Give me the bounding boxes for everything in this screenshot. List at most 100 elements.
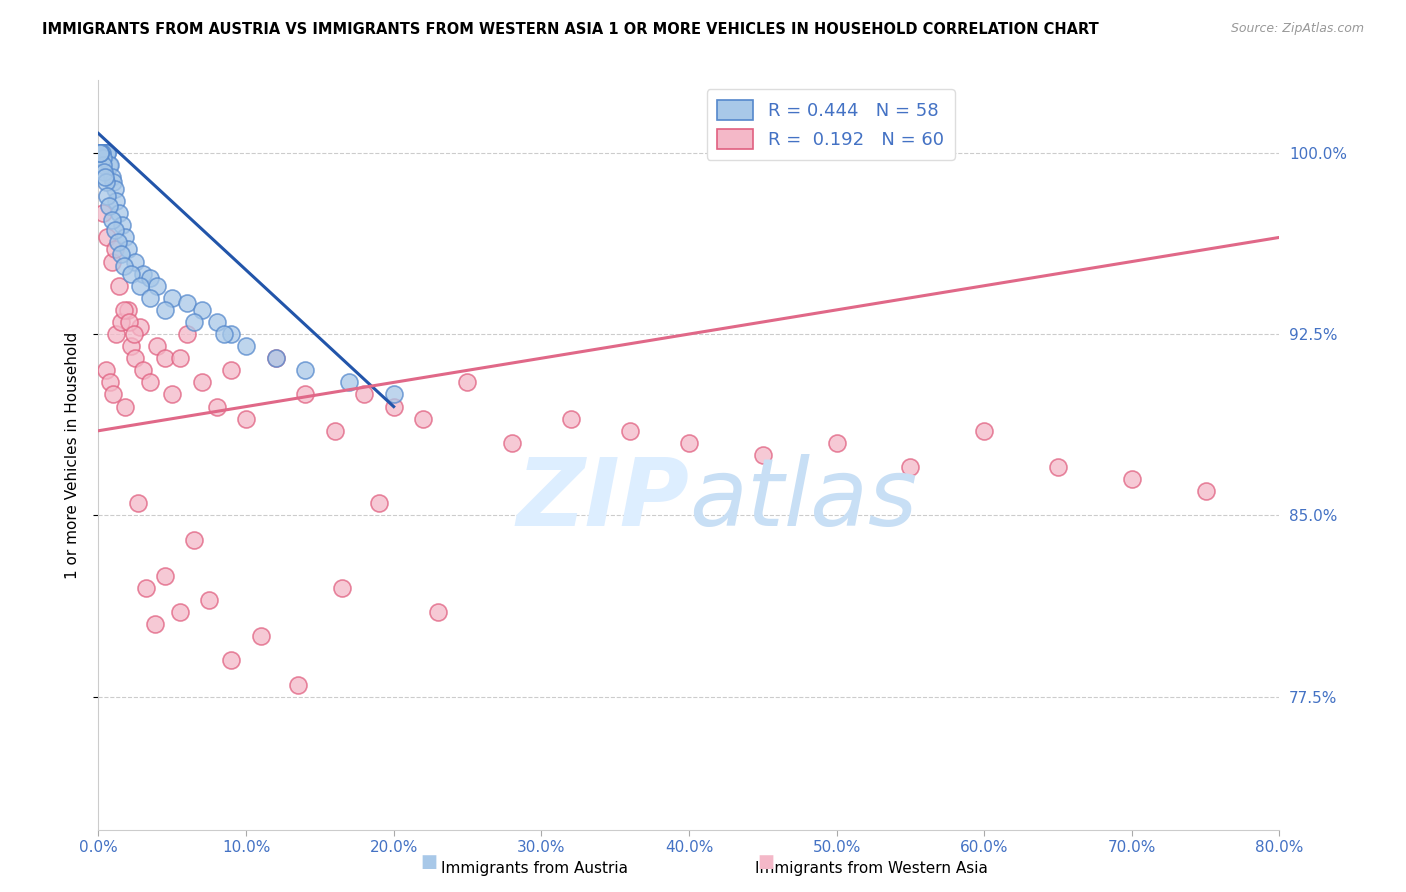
Point	[330, 581, 353, 595]
Point	[412, 411, 434, 425]
Point	[382, 400, 405, 414]
Point	[205, 315, 228, 329]
Legend: R = 0.444   N = 58, R =  0.192   N = 60: R = 0.444 N = 58, R = 0.192 N = 60	[707, 89, 955, 160]
Point	[94, 145, 117, 160]
Point	[368, 496, 391, 510]
Point	[287, 677, 309, 691]
Point	[183, 315, 205, 329]
Text: Immigrants from Austria: Immigrants from Austria	[440, 861, 628, 876]
Point	[114, 230, 136, 244]
Point	[169, 351, 191, 366]
Point	[93, 145, 115, 160]
Point	[90, 145, 112, 160]
Point	[96, 230, 118, 244]
Point	[104, 182, 127, 196]
Point	[153, 302, 176, 317]
Point	[110, 315, 132, 329]
Point	[146, 339, 169, 353]
Point	[221, 653, 243, 667]
Point	[264, 351, 287, 366]
Point	[100, 169, 122, 184]
Point	[98, 376, 121, 390]
Point	[900, 460, 922, 475]
Point	[176, 295, 198, 310]
Text: atlas: atlas	[689, 454, 917, 545]
Point	[117, 243, 139, 257]
Point	[153, 351, 176, 366]
Point	[191, 376, 214, 390]
Point	[339, 376, 361, 390]
Point	[97, 158, 120, 172]
Point	[294, 387, 316, 401]
Point	[198, 593, 221, 607]
Text: ZIP: ZIP	[516, 454, 689, 546]
Point	[91, 145, 114, 160]
Y-axis label: 1 or more Vehicles in Household: 1 or more Vehicles in Household	[65, 331, 80, 579]
Point	[127, 496, 149, 510]
Point	[101, 213, 124, 227]
Text: ■: ■	[420, 854, 437, 871]
Point	[96, 189, 118, 203]
Point	[122, 327, 145, 342]
Point	[89, 145, 111, 160]
Point	[1121, 472, 1143, 486]
Point	[96, 145, 118, 160]
Point	[90, 145, 112, 160]
Point	[382, 387, 405, 401]
Point	[104, 243, 127, 257]
Point	[94, 175, 117, 189]
Text: ■: ■	[758, 854, 775, 871]
Point	[560, 411, 582, 425]
Point	[139, 376, 162, 390]
Point	[91, 145, 114, 160]
Point	[183, 533, 205, 547]
Point	[110, 247, 132, 261]
Point	[108, 206, 131, 220]
Text: Immigrants from Western Asia: Immigrants from Western Asia	[755, 861, 988, 876]
Point	[124, 254, 146, 268]
Point	[103, 175, 125, 189]
Point	[91, 158, 114, 172]
Point	[128, 319, 150, 334]
Point	[169, 605, 191, 619]
Point	[162, 387, 183, 401]
Point	[98, 158, 121, 172]
Point	[112, 260, 135, 274]
Point	[90, 145, 112, 160]
Point	[143, 617, 166, 632]
Point	[107, 235, 129, 250]
Point	[250, 629, 273, 643]
Point	[323, 424, 346, 438]
Point	[93, 165, 115, 179]
Point	[89, 145, 111, 160]
Point	[294, 363, 316, 377]
Point	[112, 302, 135, 317]
Point	[103, 387, 125, 401]
Point	[98, 199, 121, 213]
Point	[89, 145, 111, 160]
Point	[205, 400, 228, 414]
Point	[162, 291, 183, 305]
Point	[100, 254, 122, 268]
Point	[264, 351, 287, 366]
Point	[176, 327, 198, 342]
Point	[91, 151, 114, 165]
Point	[457, 376, 479, 390]
Point	[104, 223, 127, 237]
Point	[752, 448, 775, 462]
Point	[94, 145, 117, 160]
Point	[89, 145, 111, 160]
Point	[139, 291, 162, 305]
Point	[191, 302, 214, 317]
Point	[221, 363, 243, 377]
Point	[146, 278, 169, 293]
Point	[120, 267, 142, 281]
Point	[212, 327, 235, 342]
Point	[93, 169, 115, 184]
Point	[91, 206, 114, 220]
Point	[114, 400, 136, 414]
Point	[619, 424, 641, 438]
Point	[1195, 484, 1218, 499]
Point	[120, 339, 142, 353]
Point	[153, 568, 176, 582]
